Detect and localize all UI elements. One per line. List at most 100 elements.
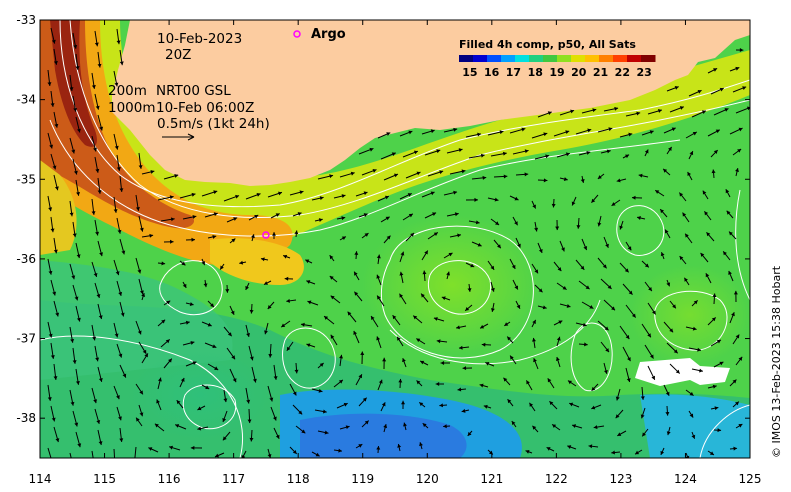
current-arrow [260, 257, 269, 262]
current-arrow [94, 219, 100, 236]
colorbar-swatch [515, 55, 530, 62]
current-arrow [222, 410, 228, 423]
current-arrow [600, 149, 611, 154]
current-arrow [581, 301, 594, 309]
current-arrow [553, 320, 563, 326]
current-arrow [640, 407, 646, 419]
current-arrow [534, 154, 550, 160]
current-arrow [361, 168, 377, 176]
current-arrow [329, 254, 335, 262]
current-arrow [684, 233, 693, 244]
current-arrow [559, 109, 575, 116]
current-arrow [729, 66, 740, 72]
current-arrow [311, 451, 320, 457]
current-arrow [603, 106, 619, 112]
current-arrow [47, 321, 53, 338]
contour-eddy-south [282, 327, 336, 389]
current-arrow [464, 304, 473, 312]
current-arrow [534, 221, 539, 232]
current-arrow [401, 400, 406, 410]
current-arrow [702, 190, 709, 200]
current-arrow [353, 271, 360, 281]
colorbar-tick-label: 19 [549, 66, 564, 79]
current-arrow [380, 216, 390, 223]
current-arrow [339, 354, 344, 367]
current-arrow [485, 361, 495, 367]
depth-1000-label: 1000m [108, 100, 156, 116]
current-arrow [512, 279, 519, 290]
current-arrow [465, 132, 482, 138]
current-arrow [355, 374, 363, 386]
current-arrow [553, 261, 562, 272]
contour-eddy-center-inner [427, 260, 492, 315]
current-arrow [525, 380, 533, 391]
current-arrow [197, 405, 206, 411]
current-arrow [396, 336, 404, 347]
current-arrow [75, 179, 81, 196]
current-arrow [47, 447, 52, 458]
current-arrow [294, 362, 299, 374]
current-arrow [707, 67, 718, 74]
current-arrow [225, 284, 230, 293]
current-arrow [135, 320, 142, 335]
current-arrow [551, 423, 561, 431]
current-arrow [416, 338, 426, 345]
current-arrow [47, 258, 53, 275]
current-arrow [116, 343, 123, 358]
credit-label: © IMOS 13-Feb-2023 15:38 Hobart [770, 265, 783, 458]
current-arrow [654, 189, 665, 197]
current-arrow [190, 445, 203, 450]
current-arrow [597, 320, 609, 331]
scale-arrow [162, 133, 195, 141]
current-arrow [97, 366, 103, 382]
colorbar-swatch [529, 55, 544, 62]
current-arrow [512, 216, 518, 226]
current-arrow [268, 343, 273, 358]
current-arrow [113, 385, 120, 400]
current-arrow [471, 241, 482, 247]
current-arrow [735, 356, 743, 366]
colorbar-tick-label: 20 [571, 66, 587, 79]
current-arrow [669, 106, 684, 113]
current-arrow [506, 336, 514, 344]
contour-eddy-east [654, 290, 728, 351]
west-warm-strip [40, 160, 77, 255]
current-arrow [377, 379, 383, 391]
current-arrow [50, 90, 55, 107]
current-arrow [72, 95, 78, 112]
current-arrow [729, 312, 735, 324]
colorbar-swatch [627, 55, 642, 62]
current-arrow [531, 132, 548, 139]
colorbar-swatch [613, 55, 628, 62]
colorbar-swatch [571, 55, 586, 62]
current-arrow [245, 192, 261, 200]
current-arrow [330, 295, 341, 304]
current-arrow [157, 261, 166, 266]
current-arrow [284, 276, 294, 281]
current-arrow [267, 301, 275, 310]
current-arrow [116, 406, 122, 421]
current-arrow [97, 240, 104, 257]
current-arrow [75, 431, 82, 448]
current-arrow [245, 387, 251, 404]
argo-legend-label: Argo [311, 27, 346, 42]
current-arrow [69, 74, 74, 91]
current-arrow [355, 443, 363, 449]
current-arrow [91, 261, 98, 278]
current-arrow [537, 178, 548, 183]
current-arrow [641, 323, 652, 338]
plot-frame [39, 19, 751, 459]
argo-floats [262, 231, 270, 239]
current-arrow [728, 231, 737, 240]
current-arrow [419, 442, 423, 450]
colorbar-title: Filled 4h comp, p50, All Sats [459, 38, 636, 51]
current-arrow [91, 387, 98, 404]
current-arrow [94, 156, 100, 173]
contour-eddy-northeast [616, 205, 665, 256]
current-arrow [481, 342, 492, 347]
current-arrow [72, 158, 78, 175]
colorbar-tick-label: 21 [593, 66, 608, 79]
current-arrow [141, 169, 155, 175]
colorbar-swatch [473, 55, 488, 62]
current-arrow [113, 70, 119, 87]
